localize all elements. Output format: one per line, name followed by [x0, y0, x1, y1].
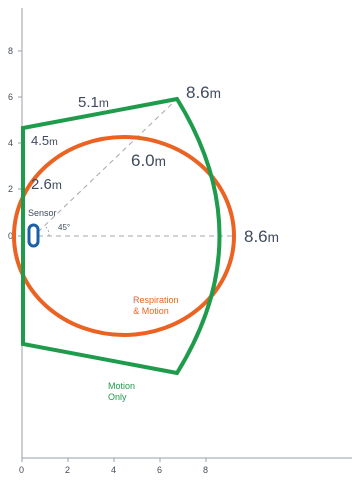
- respiration-motion-zone: [12, 135, 236, 337]
- diagonal-dimension: 6.0m: [131, 151, 166, 170]
- x-tick-label: 4: [111, 465, 116, 475]
- x-tick-label: 0: [19, 465, 24, 475]
- x-tick-label: 8: [203, 465, 208, 475]
- sensor-icon: [27, 223, 40, 248]
- y-tick-label: 6: [8, 92, 13, 102]
- corner-dimension: 8.6m: [186, 83, 221, 102]
- x-axis-ticks: 0 2 4 6 8: [19, 458, 208, 475]
- x-tick-label: 2: [65, 465, 70, 475]
- y-tick-label: 0: [8, 231, 13, 241]
- angle-arc: [45, 226, 50, 237]
- top-edge-dimension: 5.1m: [78, 94, 109, 111]
- y-tick-label: 2: [8, 184, 13, 194]
- angle-label: 45°: [58, 223, 70, 232]
- left-height-dimension: 4.5m: [31, 133, 58, 148]
- y-axis-ticks: 8 6 4 2 0: [8, 46, 22, 241]
- sensor-label: Sensor: [28, 208, 57, 218]
- y-tick-label: 8: [8, 46, 13, 56]
- ellipse-height-dimension: 2.6m: [31, 176, 62, 193]
- motion-only-label: Motion Only: [108, 381, 138, 402]
- range-dimension: 8.6m: [244, 227, 279, 246]
- respiration-motion-label: Respiration & Motion: [133, 295, 181, 316]
- motion-only-zone: [21, 96, 222, 376]
- y-tick-label: 4: [8, 138, 13, 148]
- x-tick-label: 6: [157, 465, 162, 475]
